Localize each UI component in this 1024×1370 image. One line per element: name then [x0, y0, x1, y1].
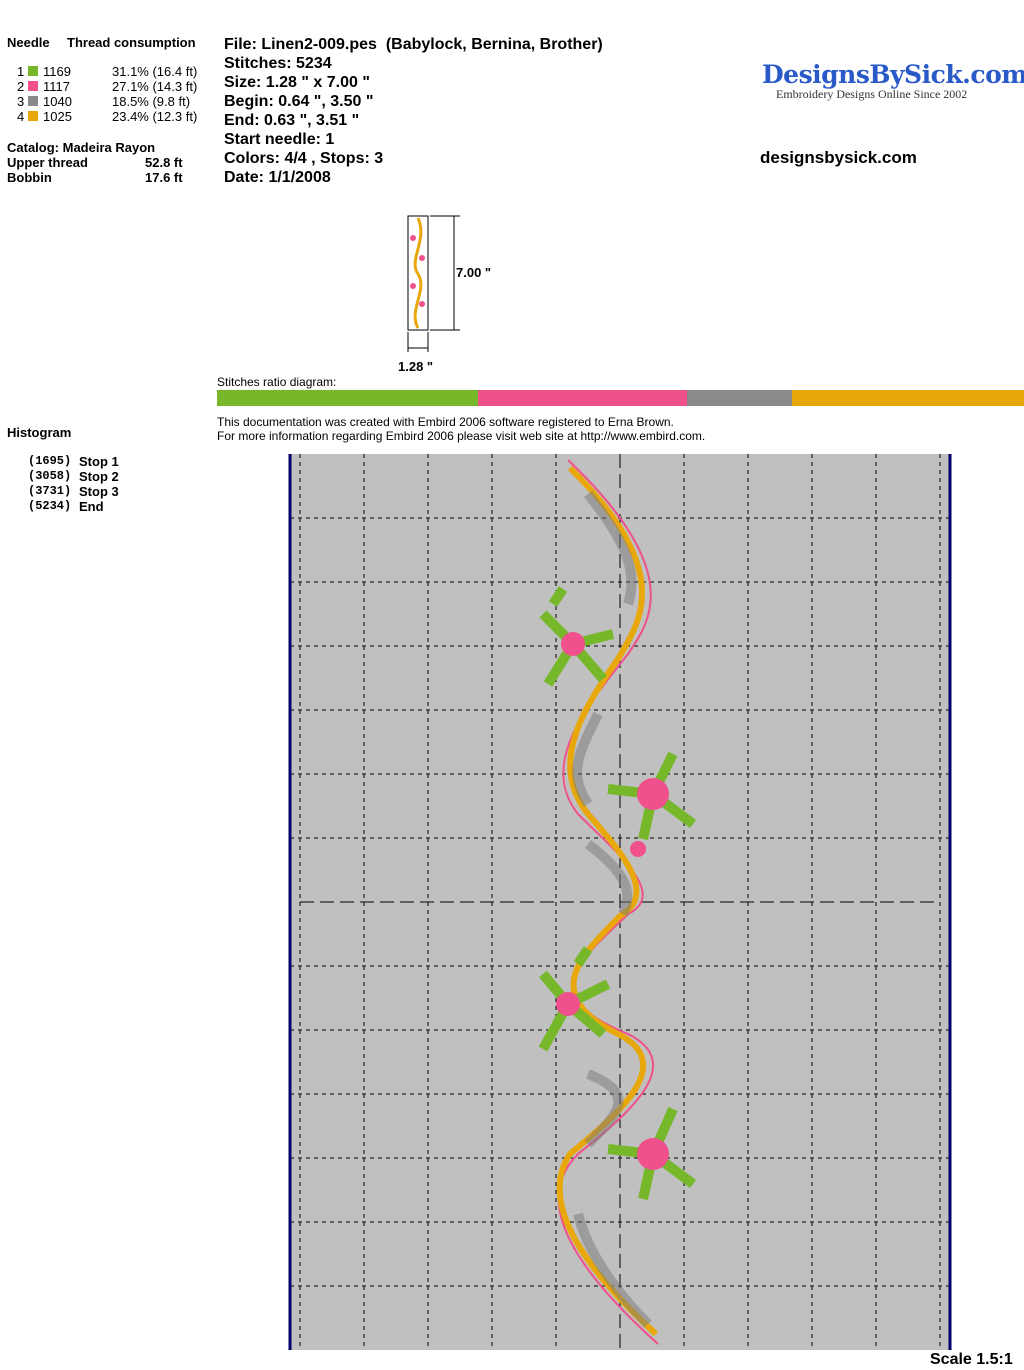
vine-shade — [572, 490, 652, 1328]
note: This documentation was created with Embi… — [217, 415, 674, 429]
vine — [556, 459, 659, 1345]
leaves — [607, 1106, 696, 1201]
consumption-header: Thread consumption — [67, 35, 196, 50]
info-line: End: 0.63 ", 3.51 " — [224, 112, 360, 129]
info-line: Stitches: 5234 — [224, 55, 332, 72]
needle-number: 1 — [17, 64, 25, 79]
catalog: Catalog: Madeira Rayon — [7, 140, 156, 155]
stop-label: Stop 2 — [79, 469, 119, 484]
ratio-segment — [791, 390, 1024, 406]
stop-count: (3058) — [28, 469, 72, 483]
scale: Scale 1.5:1 — [930, 1351, 1013, 1368]
website: designsbysick.com — [760, 148, 917, 167]
ratio-bar — [217, 390, 1024, 406]
leaves — [607, 751, 696, 841]
info-line: Size: 1.28 " x 7.00 " — [224, 74, 370, 91]
needle-number: 2 — [17, 79, 25, 94]
thread-usage: 23.4% (12.3 ft) — [112, 109, 198, 124]
total-value: 17.6 ft — [145, 170, 183, 185]
preview-flower — [419, 301, 425, 307]
preview-height: 7.00 " — [456, 265, 492, 280]
stop-label: Stop 3 — [79, 484, 119, 499]
ratio-label: Stitches ratio diagram: — [217, 375, 337, 389]
total-label: Bobbin — [7, 170, 52, 185]
total-value: 52.8 ft — [145, 155, 183, 170]
logo-tagline: Embroidery Designs Online Since 2002 — [776, 87, 968, 101]
flowers — [538, 586, 696, 1201]
preview-flower — [410, 283, 416, 289]
thread-swatch — [28, 111, 38, 121]
preview — [407, 215, 460, 352]
ratio-segment — [477, 390, 688, 406]
stop-count: (5234) — [28, 499, 72, 513]
info-line: Date: 1/1/2008 — [224, 169, 331, 186]
needle-number: 4 — [17, 109, 25, 124]
flower — [637, 778, 669, 810]
flower — [630, 841, 646, 857]
total-label: Upper thread — [7, 155, 88, 170]
thread-code: 1040 — [43, 94, 72, 109]
note: For more information regarding Embird 20… — [217, 429, 706, 443]
preview-flower — [410, 235, 416, 241]
flower — [561, 632, 585, 656]
vine-ribbon — [556, 465, 659, 1337]
thread-code: 1117 — [43, 79, 70, 94]
stop-count: (1695) — [28, 454, 72, 468]
info-line: Begin: 0.64 ", 3.50 " — [224, 93, 374, 110]
stop-label: Stop 1 — [79, 454, 119, 469]
thread-swatch — [28, 96, 38, 106]
histogram-title: Histogram — [7, 425, 72, 440]
logo: DesignsBySick.com — [762, 60, 1024, 89]
flower — [556, 992, 580, 1016]
ratio-segment — [217, 390, 478, 406]
stop-count: (3731) — [28, 484, 72, 498]
preview-width: 1.28 " — [398, 359, 434, 374]
preview-vine — [413, 217, 423, 329]
thread-usage: 27.1% (14.3 ft) — [112, 79, 198, 94]
leaves — [539, 586, 615, 687]
thread-usage: 18.5% (9.8 ft) — [112, 94, 191, 109]
needle-header: Needle — [7, 35, 50, 50]
ratio-segment — [687, 390, 792, 406]
thread-swatch — [28, 66, 38, 76]
thread-usage: 31.1% (16.4 ft) — [112, 64, 198, 79]
flower — [637, 1138, 669, 1170]
design-view — [288, 454, 952, 1350]
needle-number: 3 — [17, 94, 25, 109]
thread-code: 1169 — [43, 64, 71, 79]
leaves — [538, 946, 611, 1052]
preview-flower — [419, 255, 425, 261]
stop-label: End — [79, 499, 104, 514]
thread-swatch — [28, 81, 38, 91]
info-line: File: Linen2-009.pes (Babylock, Bernina,… — [224, 36, 603, 53]
info-line: Start needle: 1 — [224, 131, 335, 148]
info-line: Colors: 4/4 , Stops: 3 — [224, 150, 384, 167]
thread-code: 1025 — [43, 109, 72, 124]
